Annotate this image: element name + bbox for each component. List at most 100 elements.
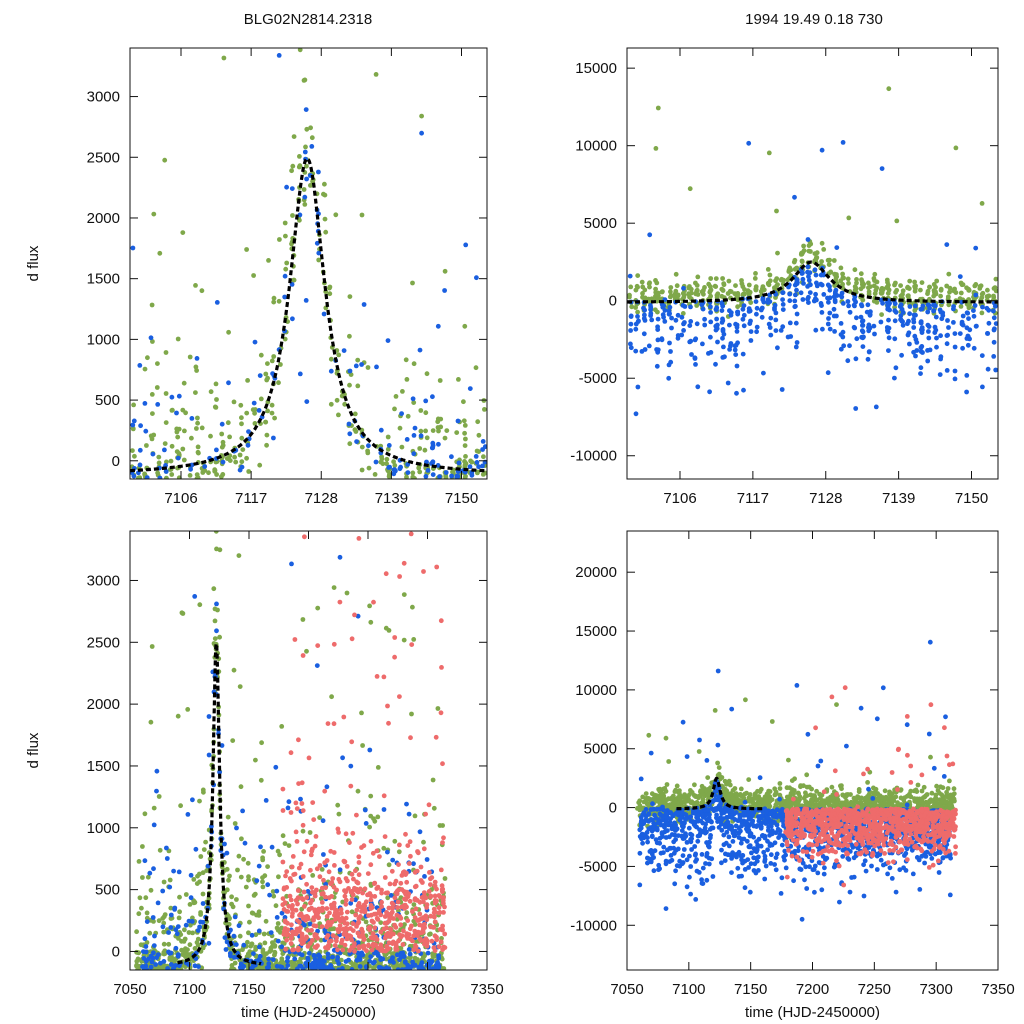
- point-green: [193, 364, 199, 370]
- point-blue: [679, 332, 685, 338]
- point-blue: [467, 464, 473, 470]
- point-blue: [918, 371, 923, 376]
- point-red: [397, 842, 402, 848]
- point-red: [408, 531, 414, 537]
- point-green: [156, 918, 162, 924]
- point-green: [246, 930, 251, 936]
- point-blue: [418, 962, 424, 968]
- point-green: [236, 853, 242, 859]
- point-blue: [321, 852, 326, 857]
- point-red: [343, 897, 349, 903]
- point-green: [195, 942, 201, 948]
- point-green: [263, 419, 269, 425]
- point-blue: [302, 194, 308, 200]
- point-blue: [394, 952, 400, 958]
- point-green: [866, 285, 871, 291]
- point-red: [384, 910, 389, 915]
- point-blue: [639, 349, 645, 354]
- point-red: [319, 885, 325, 891]
- point-blue: [819, 282, 825, 288]
- point-blue: [417, 829, 423, 835]
- point-red: [355, 903, 361, 909]
- point-blue: [746, 140, 752, 146]
- point-blue: [347, 431, 353, 437]
- model-curve: [177, 638, 262, 966]
- point-green: [181, 457, 187, 463]
- point-green: [162, 912, 168, 917]
- point-green: [276, 298, 282, 304]
- point-blue: [858, 314, 864, 320]
- point-green: [161, 950, 167, 955]
- point-red: [379, 904, 384, 909]
- point-red: [324, 924, 330, 930]
- point-red: [422, 941, 427, 947]
- point-red: [383, 935, 388, 941]
- point-red: [428, 913, 434, 919]
- point-blue: [911, 319, 917, 325]
- point-green: [769, 719, 775, 724]
- point-red: [370, 931, 376, 936]
- point-green: [195, 449, 201, 455]
- point-red: [289, 922, 294, 928]
- point-green: [681, 294, 687, 300]
- point-green: [151, 805, 157, 811]
- point-blue: [991, 308, 996, 314]
- point-blue: [436, 441, 441, 447]
- point-green: [264, 432, 270, 438]
- point-blue: [805, 237, 811, 242]
- point-green: [150, 411, 155, 416]
- point-blue: [341, 348, 347, 353]
- point-blue: [741, 303, 747, 308]
- x-tick-label: 7139: [882, 490, 915, 507]
- point-blue: [805, 296, 810, 302]
- point-blue: [740, 306, 746, 312]
- x-tick-label: 7050: [113, 981, 146, 998]
- point-blue: [155, 900, 161, 906]
- point-green: [871, 790, 877, 796]
- point-red: [440, 927, 445, 933]
- point-blue: [267, 892, 272, 898]
- point-red: [432, 948, 438, 953]
- point-blue: [171, 868, 177, 874]
- point-red: [335, 947, 340, 953]
- point-blue: [681, 321, 686, 327]
- point-red: [439, 665, 444, 670]
- point-blue: [972, 303, 978, 308]
- point-red: [364, 948, 369, 954]
- point-green: [929, 790, 935, 796]
- point-green: [412, 813, 418, 819]
- point-green: [226, 329, 232, 335]
- point-green: [144, 910, 150, 916]
- point-blue: [880, 300, 885, 306]
- point-blue: [435, 463, 441, 468]
- point-green: [300, 828, 306, 834]
- point-blue: [404, 801, 409, 807]
- point-green: [177, 909, 183, 915]
- point-green: [200, 870, 206, 876]
- point-green: [985, 287, 990, 293]
- point-blue: [834, 313, 839, 319]
- point-blue: [422, 874, 427, 879]
- point-blue: [405, 962, 411, 968]
- point-green: [898, 293, 904, 299]
- point-green: [342, 401, 348, 407]
- point-green: [713, 284, 719, 289]
- point-green: [668, 796, 674, 802]
- point-red: [394, 888, 400, 894]
- point-red: [338, 907, 344, 912]
- point-red: [417, 911, 423, 917]
- point-green: [435, 425, 441, 430]
- point-blue: [252, 339, 258, 345]
- point-blue: [926, 329, 931, 334]
- point-green: [270, 940, 275, 945]
- point-blue: [926, 324, 932, 329]
- point-blue: [892, 336, 898, 342]
- point-red: [311, 915, 317, 921]
- point-green: [254, 912, 259, 918]
- point-green: [258, 777, 264, 783]
- point-green: [713, 276, 719, 281]
- point-green: [219, 474, 224, 479]
- point-blue: [304, 176, 309, 182]
- point-blue: [285, 963, 291, 968]
- point-green: [359, 710, 364, 716]
